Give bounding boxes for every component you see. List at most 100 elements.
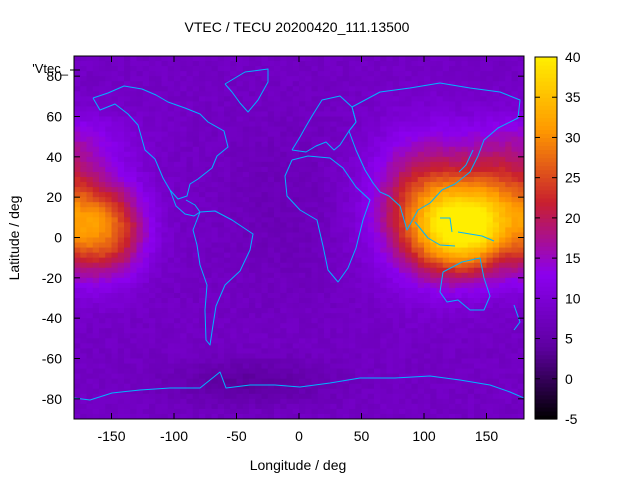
heatmap-cell [149,161,156,168]
heatmap-cell [286,116,294,123]
heatmap-cell [74,398,81,405]
heatmap-cell [442,171,450,178]
heatmap-cell [224,232,231,239]
heatmap-cell [80,282,88,289]
heatmap-cell [236,76,244,82]
heatmap-cell [436,76,444,82]
heatmap-cell [392,121,400,128]
heatmap-cell [130,403,138,410]
heatmap-cell [499,182,506,188]
heatmap-cell [455,56,463,62]
heatmap-cell [74,282,81,289]
heatmap-cell [474,71,481,77]
heatmap-cell [286,146,294,153]
heatmap-cell [117,66,125,72]
heatmap-cell [486,393,494,400]
heatmap-cell [480,247,488,254]
heatmap-cell [492,308,500,314]
heatmap-cell [211,156,219,163]
heatmap-cell [124,323,131,329]
heatmap-cell [449,81,456,87]
heatmap-cell [155,192,163,198]
heatmap-cell [374,177,381,183]
heatmap-cell [480,56,488,62]
heatmap-cell [467,383,475,390]
heatmap-cell [161,358,169,365]
heatmap-cell [86,156,94,163]
heatmap-cell [255,126,263,133]
heatmap-cell [424,257,431,264]
heatmap-cell [142,363,150,370]
heatmap-cell [167,373,175,380]
heatmap-cell [130,106,138,113]
heatmap-cell [286,398,294,405]
heatmap-cell [136,136,144,143]
heatmap-cell [136,328,144,334]
heatmap-cell [361,66,369,72]
heatmap-cell [74,161,81,168]
heatmap-cell [236,257,244,264]
heatmap-cell [242,368,250,375]
heatmap-cell [374,71,381,77]
heatmap-cell [92,308,100,314]
heatmap-cell [330,328,338,334]
heatmap-cell [280,353,288,360]
heatmap-cell [317,303,325,309]
heatmap-cell [361,257,369,264]
heatmap-cell [461,192,469,198]
heatmap-cell [399,383,406,390]
heatmap-cell [274,287,281,294]
heatmap-cell [142,136,150,143]
heatmap-cell [242,398,250,405]
heatmap-cell [261,146,269,153]
heatmap-cell [317,272,325,279]
heatmap-cell [317,101,325,108]
heatmap-cell [417,328,425,334]
heatmap-cell [324,277,331,284]
heatmap-cell [399,348,406,355]
heatmap-cell [192,166,200,173]
heatmap-cell [124,308,131,314]
heatmap-cell [311,282,319,289]
heatmap-cell [411,343,419,350]
heatmap-cell [311,303,319,309]
heatmap-cell [236,262,244,269]
heatmap-cell [80,353,88,360]
heatmap-cell [374,222,381,229]
heatmap-cell [286,298,294,304]
heatmap-cell [255,272,263,279]
heatmap-cell [311,298,319,304]
heatmap-cell [111,328,119,334]
heatmap-cell [349,338,356,344]
heatmap-cell [242,217,250,223]
heatmap-cell [461,262,469,269]
heatmap-cell [292,363,300,370]
heatmap-cell [192,388,200,395]
heatmap-cell [424,76,431,82]
heatmap-cell [205,66,213,72]
heatmap-cell [136,338,144,344]
heatmap-cell [436,358,444,365]
heatmap-cell [317,267,325,274]
heatmap-cell [467,323,475,329]
heatmap-cell [480,222,488,229]
heatmap-cell [136,348,144,355]
heatmap-cell [80,358,88,365]
heatmap-cell [430,56,438,62]
heatmap-cell [186,237,194,244]
heatmap-cell [480,111,488,118]
heatmap-cell [517,116,524,123]
heatmap-cell [455,131,463,138]
heatmap-cell [261,242,269,249]
heatmap-cell [367,146,375,153]
heatmap-cell [105,91,113,97]
heatmap-cell [161,353,169,360]
heatmap-cell [299,192,306,198]
heatmap-cell [280,197,288,203]
heatmap-cell [149,403,156,410]
heatmap-cell [211,298,219,304]
heatmap-cell [361,393,369,400]
heatmap-cell [274,151,281,158]
heatmap-cell [436,192,444,198]
heatmap-cell [336,217,344,223]
